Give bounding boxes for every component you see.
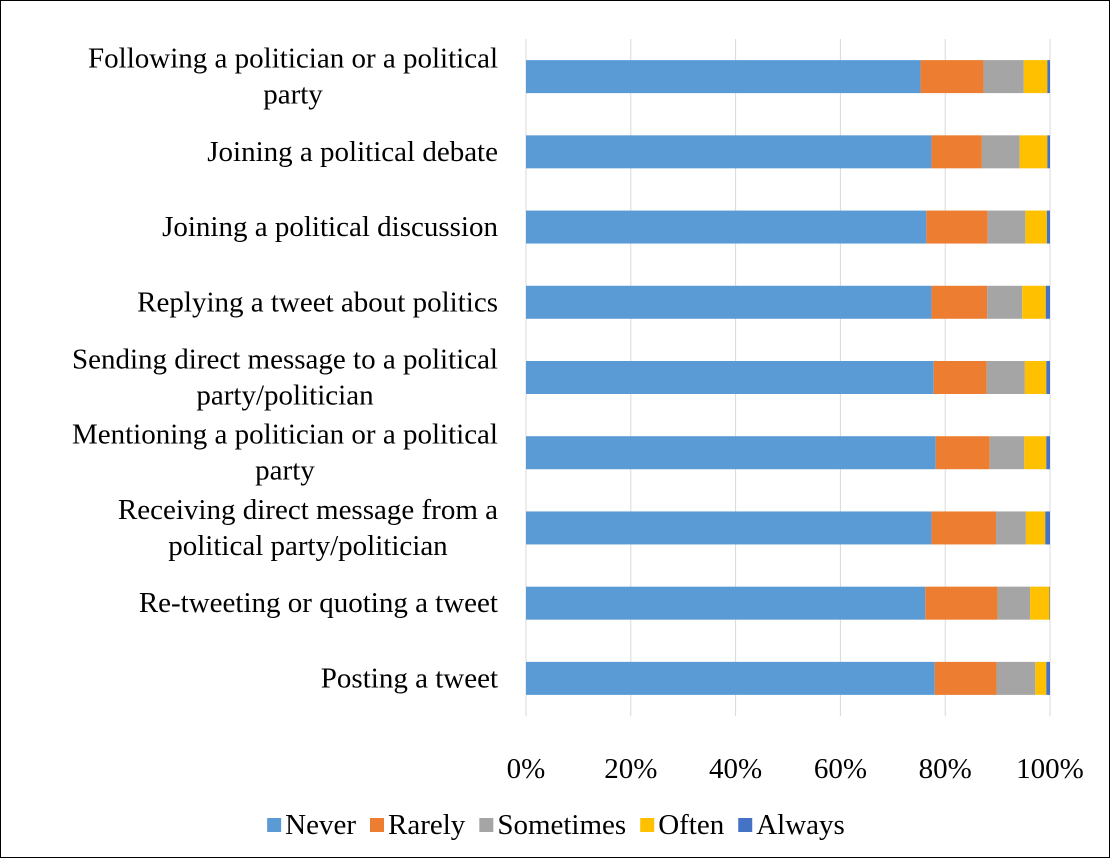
x-tick-label: 0%: [507, 753, 546, 785]
bar-segment-sometimes: [987, 210, 1026, 244]
x-axis-tick-labels: 0% 20% 40% 60% 80% 100%: [507, 753, 1084, 785]
bar-segment-always: [1045, 285, 1050, 319]
bar-segment-rarely: [925, 586, 998, 620]
bar-segment-sometimes: [997, 586, 1031, 620]
legend-swatch: [640, 818, 655, 832]
bar-segment-rarely: [931, 285, 988, 319]
x-tick-label: 60%: [814, 753, 867, 785]
legend-swatch: [479, 818, 494, 832]
x-tick-label: 80%: [919, 753, 972, 785]
legend-item-rarely: Rarely: [370, 809, 466, 841]
bar-segment-rarely: [920, 60, 984, 94]
category-label: Joining a political debate: [207, 136, 498, 168]
bar-segment-often: [1023, 60, 1048, 94]
category-label: Posting a tweet: [321, 662, 498, 694]
bar-segment-always: [1049, 586, 1050, 620]
legend-label: Always: [756, 809, 845, 841]
bar-segment-often: [1025, 511, 1046, 545]
bar-segment-rarely: [931, 511, 997, 545]
bar-segment-never: [526, 511, 932, 545]
category-labels: Following a politician or a political par…: [72, 43, 499, 695]
bar-segment-rarely: [935, 436, 990, 470]
bar-segment-never: [526, 661, 935, 695]
bar-segment-often: [1035, 661, 1047, 695]
category-label: Mentioning a politician or a political pa…: [72, 419, 498, 487]
bar-segment-often: [1025, 210, 1047, 244]
bar-segment-sometimes: [989, 436, 1025, 470]
bar-segment-often: [1024, 436, 1047, 470]
legend-label: Rarely: [388, 809, 466, 841]
x-tick-label: 40%: [709, 753, 762, 785]
bar-segment-always: [1046, 436, 1050, 470]
legend-item-sometimes: Sometimes: [479, 809, 626, 841]
bar-segment-always: [1046, 210, 1050, 244]
bar-segment-sometimes: [996, 511, 1026, 545]
bar-segment-rarely: [933, 361, 987, 394]
legend-item-often: Often: [640, 809, 725, 841]
bar-segment-never: [526, 135, 932, 169]
bar-segment-often: [1019, 135, 1048, 169]
bar-segment-sometimes: [986, 361, 1025, 394]
bar-segment-rarely: [931, 135, 982, 169]
category-label: Receiving direct message from a political…: [118, 494, 498, 562]
bar-segment-never: [526, 436, 936, 470]
category-label: Replying a tweet about politics: [137, 286, 498, 318]
bar-segment-always: [1047, 60, 1050, 94]
bar-segment-never: [526, 60, 921, 94]
category-label: Re-tweeting or quoting a tweet: [139, 587, 498, 619]
legend-swatch: [738, 818, 753, 832]
category-label: Joining a political discussion: [162, 211, 498, 243]
bars: [526, 60, 1050, 695]
bar-segment-always: [1046, 661, 1050, 695]
bar-segment-always: [1046, 361, 1050, 394]
category-label: Sending direct message to a political par…: [72, 344, 498, 412]
legend-item-never: Never: [267, 809, 356, 841]
legend-item-always: Always: [738, 809, 845, 841]
bar-segment-rarely: [934, 661, 997, 695]
bar-segment-always: [1045, 511, 1050, 545]
bar-segment-never: [526, 586, 926, 620]
bar-segment-always: [1047, 135, 1050, 169]
bar-segment-often: [1030, 586, 1050, 620]
legend-label: Sometimes: [497, 809, 626, 841]
bar-segment-sometimes: [983, 60, 1024, 94]
bar-segment-sometimes: [996, 661, 1036, 695]
x-tick-label: 20%: [604, 753, 657, 785]
legend-label: Often: [658, 809, 725, 841]
legend-swatch: [267, 818, 282, 832]
bar-segment-often: [1024, 361, 1047, 394]
legend-label: Never: [285, 809, 356, 841]
bar-segment-never: [526, 210, 927, 244]
bar-segment-often: [1022, 285, 1046, 319]
bar-segment-never: [526, 285, 932, 319]
legend: Never Rarely Sometimes Often Always: [267, 809, 845, 841]
x-tick-label: 100%: [1016, 753, 1084, 785]
legend-swatch: [370, 818, 384, 832]
bar-segment-sometimes: [981, 135, 1020, 169]
bar-segment-never: [526, 361, 934, 394]
bar-segment-sometimes: [987, 285, 1023, 319]
bar-segment-rarely: [926, 210, 988, 244]
category-label: Following a politician or a political par…: [88, 43, 498, 111]
